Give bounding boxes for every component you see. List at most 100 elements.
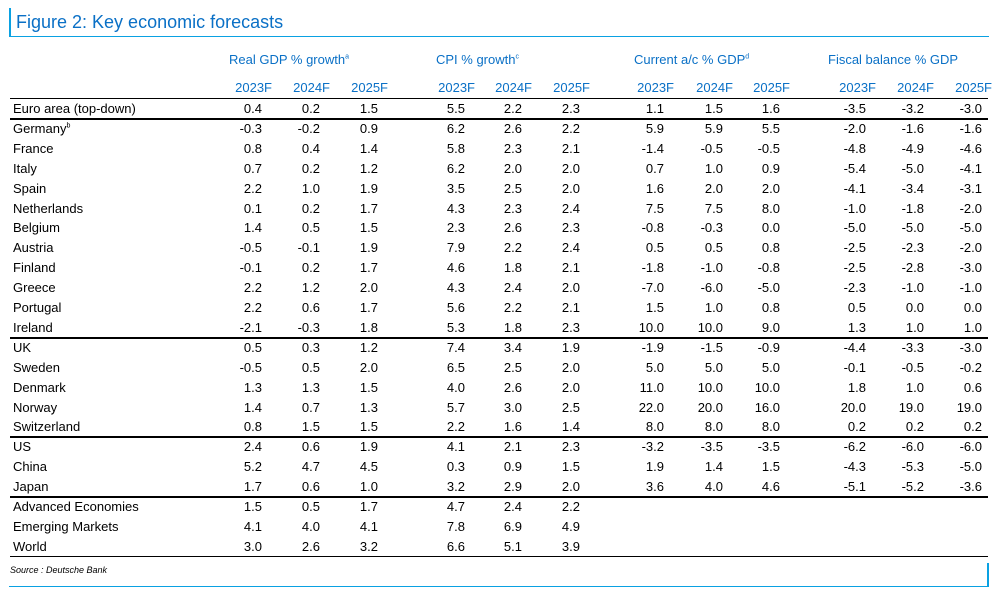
- table-cell: 1.1: [645, 101, 664, 116]
- table-cell: -2.0: [959, 240, 982, 256]
- table-cell: 2.0: [561, 180, 580, 196]
- table-cell: 19.0: [898, 399, 924, 415]
- table-cell: 4.3: [446, 280, 465, 296]
- table-row: Belgium 1.4 0.5 1.5 2.3 2.6 2.3 -0.8 -0.3 0.0 -5.0…: [10, 218, 988, 238]
- table-cell: 2.9: [503, 479, 522, 495]
- row-label: Advanced Economies: [13, 499, 139, 514]
- table-cell: 0.8: [243, 419, 262, 435]
- table-cell: 2.0: [561, 379, 580, 395]
- table-cell: 5.1: [503, 538, 522, 554]
- table-cell: -5.0: [959, 459, 982, 475]
- table-cell: -1.8: [641, 260, 664, 276]
- table-cell: -4.6: [959, 140, 982, 156]
- table-cell: 3.6: [645, 479, 664, 495]
- table-row: Sweden -0.5 0.5 2.0 6.5 2.5 2.0 5.0 5.0 5.0 -0.1 -0…: [10, 358, 988, 378]
- table-cell: -1.9: [641, 339, 664, 355]
- table-cell: 0.8: [761, 300, 780, 315]
- table-cell: -1.0: [901, 280, 924, 296]
- table-cell: 6.2: [446, 160, 465, 176]
- table-cell: 1.7: [243, 479, 262, 495]
- row-label: Ireland: [13, 319, 53, 335]
- table-cell: 1.5: [359, 379, 378, 395]
- table-cell: 1.0: [905, 319, 924, 335]
- table-cell: -3.5: [757, 439, 780, 455]
- table-row: Norway 1.4 0.7 1.3 5.7 3.0 2.5 22.0 20.0 16.0 20.0…: [10, 398, 988, 418]
- table-row: Switzerland 0.8 1.5 1.5 2.2 1.6 1.4 8.0 8.0 8.0 0.…: [10, 417, 988, 437]
- table-cell: 1.9: [561, 339, 580, 355]
- table-cell: -2.1: [239, 319, 262, 335]
- table-cell: 0.2: [301, 260, 320, 276]
- table-cell: 1.5: [359, 101, 378, 116]
- table-cell: 2.2: [561, 499, 580, 514]
- group-header-cpi: CPI % growthc: [436, 52, 519, 67]
- table-cell: 3.0: [503, 399, 522, 415]
- table-cell: -5.0: [959, 220, 982, 236]
- table-cell: -7.0: [641, 280, 664, 296]
- table-cell: 1.8: [847, 379, 866, 395]
- table-row: Advanced Economies 1.5 0.5 1.7 4.7 2.4 2.2: [10, 497, 988, 517]
- table-cell: 2.5: [561, 399, 580, 415]
- table-cell: -2.8: [901, 260, 924, 276]
- table-row: Ireland -2.1 -0.3 1.8 5.3 1.8 2.3 10.0 10.0 9.0 1.…: [10, 318, 988, 338]
- year-header: 2025F: [351, 80, 388, 95]
- table-cell: 0.0: [963, 300, 982, 315]
- table-cell: 7.5: [645, 200, 664, 216]
- table-cell: 0.6: [301, 300, 320, 315]
- year-header: 2023F: [839, 80, 876, 95]
- table-cell: 0.3: [446, 459, 465, 475]
- table-cell: 1.8: [503, 319, 522, 335]
- table-cell: 2.3: [561, 439, 580, 455]
- bottom-accent-bar: [987, 563, 989, 587]
- year-header: 2023F: [438, 80, 475, 95]
- row-label: Japan: [13, 479, 49, 495]
- table-cell: 2.2: [561, 120, 580, 136]
- table-cell: 0.5: [847, 300, 866, 315]
- table-cell: 2.0: [561, 359, 580, 375]
- table-row: Denmark 1.3 1.3 1.5 4.0 2.6 2.0 11.0 10.0 10.0 1.8…: [10, 378, 988, 398]
- table-cell: 1.3: [243, 379, 262, 395]
- table-cell: 8.0: [761, 419, 780, 435]
- table-cell: -0.2: [959, 359, 982, 375]
- table-cell: 1.5: [243, 499, 262, 514]
- table-cell: 16.0: [754, 399, 780, 415]
- table-cell: -0.5: [757, 140, 780, 156]
- table-cell: -0.9: [757, 339, 780, 355]
- table-cell: -3.5: [700, 439, 723, 455]
- table-cell: 1.6: [761, 101, 780, 116]
- table-cell: 2.4: [243, 439, 262, 455]
- row-label: World: [13, 538, 47, 554]
- table-cell: 0.2: [847, 419, 866, 435]
- table-cell: 5.5: [446, 101, 465, 116]
- table-cell: 1.3: [847, 319, 866, 335]
- table-cell: 1.2: [359, 339, 378, 355]
- table-cell: -1.4: [641, 140, 664, 156]
- table-cell: 2.4: [561, 240, 580, 256]
- table-cell: -3.1: [959, 180, 982, 196]
- table-cell: -3.5: [843, 101, 866, 116]
- table-cell: 1.4: [561, 419, 580, 435]
- row-label: Belgium: [13, 220, 60, 236]
- table-cell: 3.2: [359, 538, 378, 554]
- table-cell: 4.1: [446, 439, 465, 455]
- table-cell: 1.5: [301, 419, 320, 435]
- table-cell: 2.2: [446, 419, 465, 435]
- table-cell: 4.7: [301, 459, 320, 475]
- table-cell: 20.0: [840, 399, 866, 415]
- table-cell: 0.5: [243, 339, 262, 355]
- table-row: US 2.4 0.6 1.9 4.1 2.1 2.3 -3.2 -3.5 -3.5 -6.2 -6.0…: [10, 437, 988, 457]
- table-cell: 1.2: [301, 280, 320, 296]
- table-cell: -4.1: [959, 160, 982, 176]
- row-label: Netherlands: [13, 200, 84, 216]
- table-cell: 8.0: [645, 419, 664, 435]
- table-cell: 1.0: [301, 180, 320, 196]
- row-label: Sweden: [13, 359, 60, 375]
- table-cell: -0.1: [297, 240, 320, 256]
- table-cell: -4.8: [843, 140, 866, 156]
- table-cell: -0.3: [239, 120, 262, 136]
- row-label: Euro area (top-down): [13, 101, 136, 116]
- table-row: Euro area (top-down) 0.4 0.2 1.5 5.5 2.2 2.3 1.…: [10, 99, 988, 119]
- table-rule: [10, 496, 988, 498]
- table-cell: -4.9: [901, 140, 924, 156]
- table-cell: -3.2: [641, 439, 664, 455]
- table-cell: 9.0: [761, 319, 780, 335]
